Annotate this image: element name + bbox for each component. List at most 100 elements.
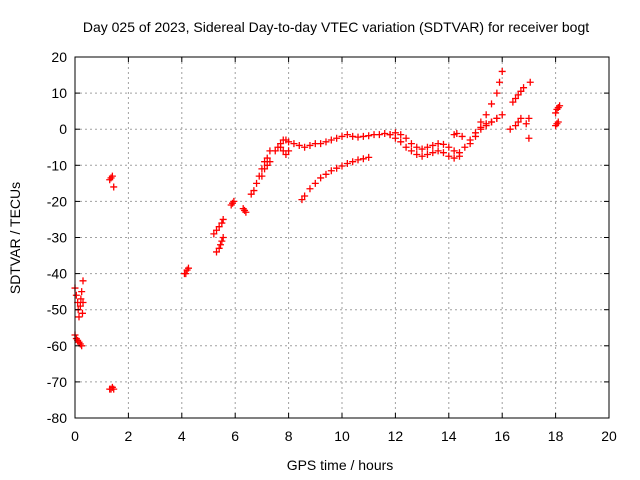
data-point <box>482 122 490 130</box>
data-point <box>458 132 466 140</box>
series-bogt-q <box>466 111 506 148</box>
data-point <box>242 208 250 216</box>
data-point <box>354 133 362 141</box>
data-point <box>218 237 226 245</box>
data-point <box>434 147 442 155</box>
series-bogt-m <box>298 153 373 204</box>
data-point <box>258 172 266 180</box>
data-point <box>79 277 87 285</box>
x-tick-label: 8 <box>285 428 293 444</box>
data-point <box>512 95 520 103</box>
data-point <box>525 114 533 122</box>
series-bogt-f <box>210 215 227 238</box>
x-tick-label: 14 <box>441 428 457 444</box>
data-point <box>512 122 520 130</box>
x-tick-label: 16 <box>494 428 510 444</box>
data-point <box>271 147 279 155</box>
x-tick-label: 20 <box>601 428 617 444</box>
x-tick-label: 12 <box>388 428 404 444</box>
data-point <box>327 167 335 175</box>
data-point <box>213 248 221 256</box>
series-bogt-g <box>213 234 227 256</box>
data-point <box>520 84 528 92</box>
y-axis-label: SDTVAR / TECUs <box>7 182 23 294</box>
data-point <box>423 150 431 158</box>
y-tick-label: -60 <box>47 338 67 354</box>
data-point <box>317 140 325 148</box>
data-point <box>375 131 383 139</box>
series-bogt-v <box>552 102 564 130</box>
data-point <box>391 134 399 142</box>
data-point <box>301 192 309 200</box>
data-point <box>525 134 533 142</box>
data-point <box>498 67 506 75</box>
data-point <box>423 143 431 151</box>
data-point <box>402 143 410 151</box>
x-tick-label: 10 <box>334 428 350 444</box>
data-point <box>439 149 447 157</box>
data-point <box>285 147 293 155</box>
data-point <box>333 134 341 142</box>
data-point <box>556 102 564 110</box>
data-point <box>418 152 426 160</box>
data-point <box>434 140 442 148</box>
data-point <box>455 152 463 160</box>
data-point <box>285 138 293 146</box>
y-tick-label: 10 <box>51 85 67 101</box>
data-point <box>554 118 562 126</box>
y-tick-label: -50 <box>47 302 67 318</box>
data-point <box>327 136 335 144</box>
data-point <box>496 78 504 86</box>
y-tick-label: -30 <box>47 230 67 246</box>
data-point <box>439 140 447 148</box>
x-axis-label: GPS time / hours <box>287 457 394 473</box>
y-tick-label: 20 <box>51 49 67 65</box>
data-point <box>219 234 227 241</box>
data-point <box>359 155 367 163</box>
series-bogt-a <box>71 277 87 321</box>
data-point <box>472 132 479 140</box>
data-point <box>453 130 461 138</box>
data-point <box>429 149 437 157</box>
series-bogt-d <box>106 383 118 393</box>
data-point <box>477 125 485 133</box>
data-point <box>498 111 506 119</box>
data-point <box>466 140 474 148</box>
data-point <box>184 264 192 272</box>
data-point <box>349 132 357 140</box>
data-point <box>338 162 346 170</box>
data-point <box>322 138 330 146</box>
data-point <box>517 114 525 122</box>
data-point <box>76 302 84 310</box>
data-point <box>290 140 298 148</box>
data-point <box>488 100 496 108</box>
data-point <box>261 165 269 173</box>
series-bogt-l <box>271 130 394 155</box>
data-point <box>450 154 458 162</box>
y-tick-label: 0 <box>59 121 67 137</box>
data-point <box>263 154 271 162</box>
data-point <box>218 219 226 227</box>
data-point <box>213 226 221 234</box>
data-point <box>317 174 325 182</box>
data-point <box>407 140 415 148</box>
data-point <box>306 185 314 193</box>
data-point <box>517 87 525 95</box>
series-bogt-e <box>180 264 192 278</box>
series-bogt-s <box>477 67 506 126</box>
data-point <box>506 125 514 133</box>
data-point <box>78 309 86 317</box>
x-tick-label: 0 <box>71 428 79 444</box>
series-bogt-i <box>239 205 250 216</box>
data-point <box>79 298 87 306</box>
data-point <box>413 150 421 158</box>
grid-lines <box>75 57 609 418</box>
data-point <box>445 152 453 160</box>
data-point <box>349 158 357 166</box>
data-point <box>298 196 306 204</box>
y-tick-label: -70 <box>47 374 67 390</box>
x-tick-label: 18 <box>548 428 564 444</box>
data-point <box>514 118 522 126</box>
data-point <box>386 131 394 139</box>
series-bogt-b <box>71 331 86 350</box>
